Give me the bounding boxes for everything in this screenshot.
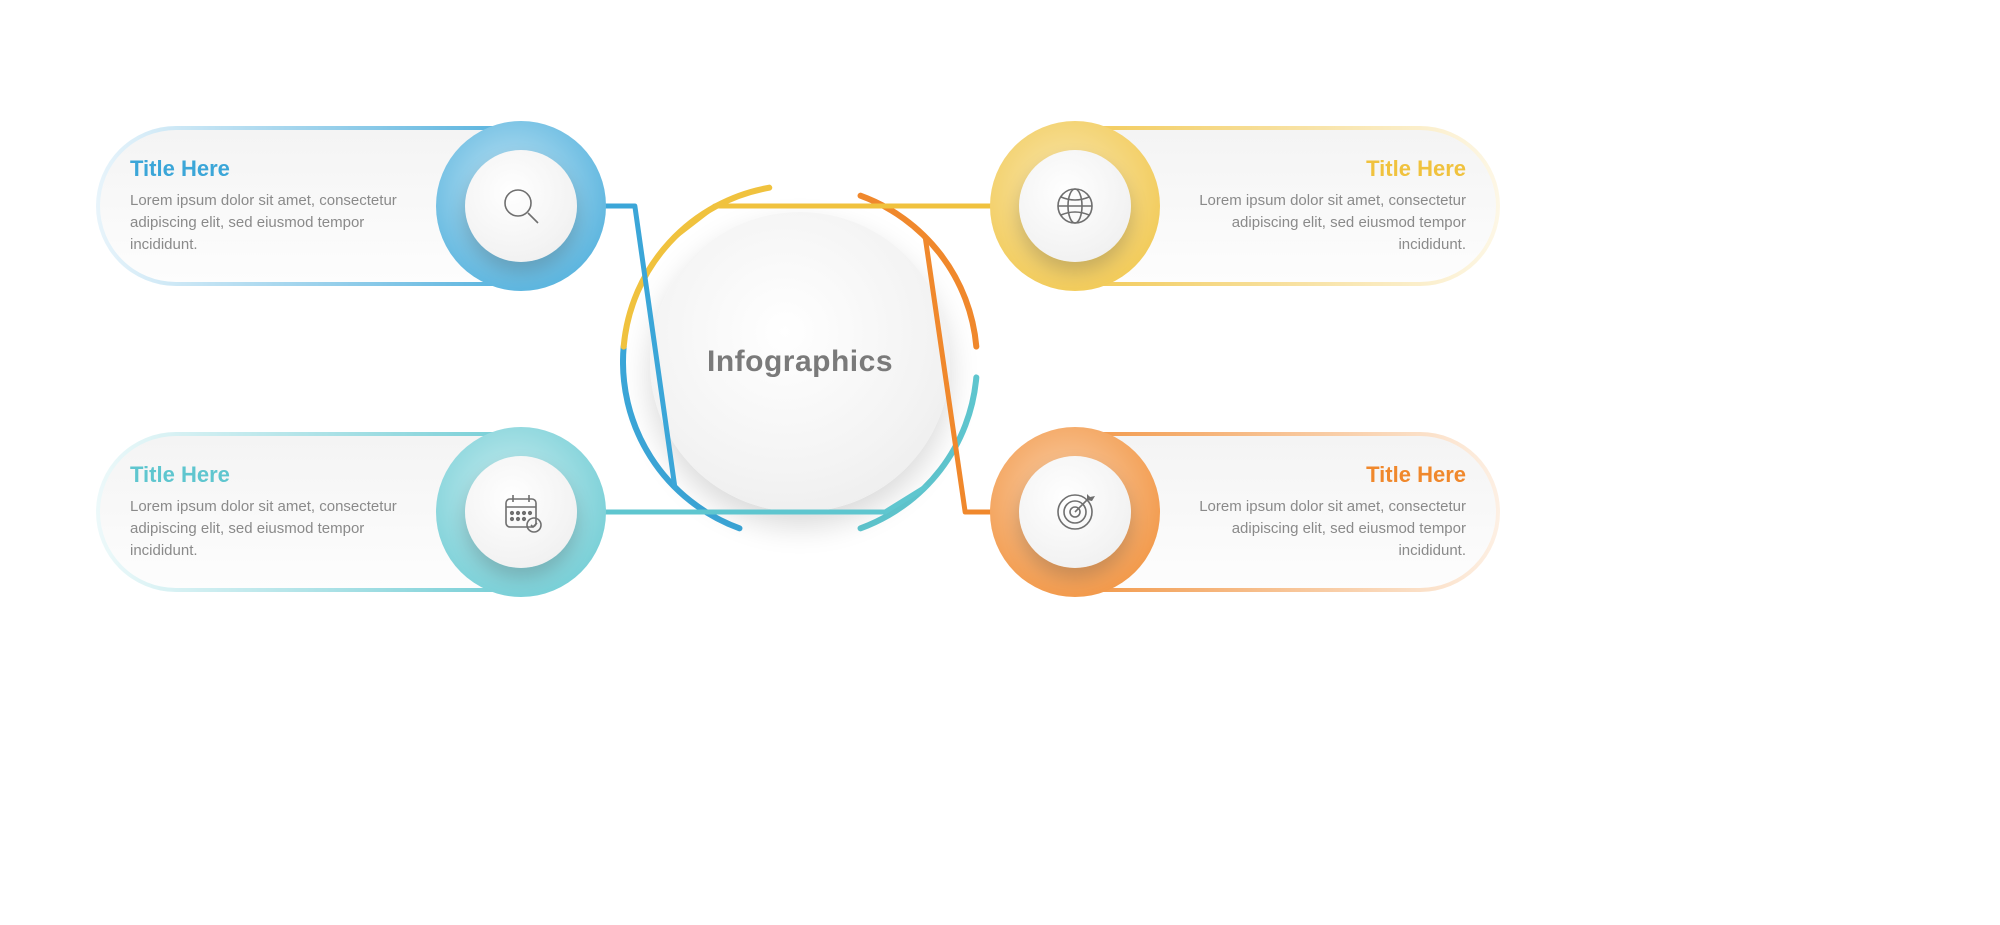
card-badge <box>436 427 606 597</box>
card-badge <box>990 121 1160 291</box>
card-title: Title Here <box>1174 156 1466 182</box>
card-title: Title Here <box>130 156 422 182</box>
card-title: Title Here <box>130 462 422 488</box>
card-bottom-left: Title Here Lorem ipsum dolor sit amet, co… <box>96 432 596 592</box>
magnifier-icon <box>496 181 546 231</box>
card-bottom-right: Title Here Lorem ipsum dolor sit amet, co… <box>1000 432 1500 592</box>
card-top-left: Title Here Lorem ipsum dolor sit amet, co… <box>96 126 596 286</box>
card-body: Lorem ipsum dolor sit amet, consectetur … <box>130 190 422 255</box>
target-icon <box>1050 487 1100 537</box>
card-badge <box>436 121 606 291</box>
card-body: Lorem ipsum dolor sit amet, consectetur … <box>1174 190 1466 255</box>
card-top-right: Title Here Lorem ipsum dolor sit amet, co… <box>1000 126 1500 286</box>
card-title: Title Here <box>1174 462 1466 488</box>
infographic-canvas: Infographics Title Here Lorem ipsum dolor… <box>0 0 2000 925</box>
card-body: Lorem ipsum dolor sit amet, consectetur … <box>130 496 422 561</box>
card-body: Lorem ipsum dolor sit amet, consectetur … <box>1174 496 1466 561</box>
center-circle: Infographics <box>650 212 950 512</box>
center-label: Infographics <box>707 345 893 379</box>
calendar-icon <box>496 487 546 537</box>
globe-icon <box>1050 181 1100 231</box>
card-badge <box>990 427 1160 597</box>
